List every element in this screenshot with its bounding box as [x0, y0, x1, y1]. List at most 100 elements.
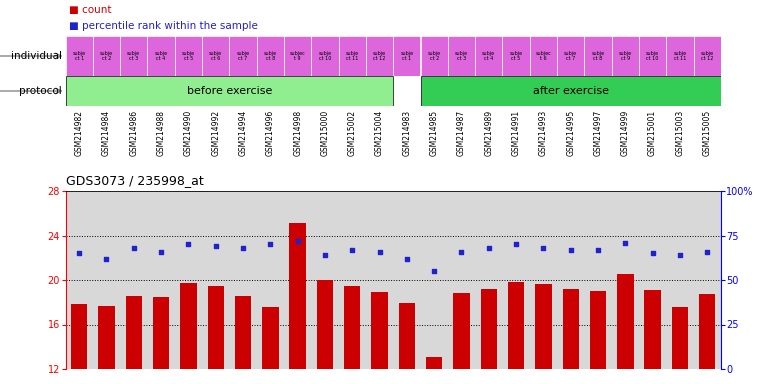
- Bar: [284, 36, 311, 76]
- Bar: [480, 289, 497, 369]
- Bar: [366, 36, 393, 76]
- Bar: [611, 36, 639, 76]
- Text: subje
ct 5: subje ct 5: [510, 51, 523, 61]
- Text: subje
ct 8: subje ct 8: [264, 51, 277, 61]
- Text: GSM214995: GSM214995: [566, 110, 575, 157]
- Point: [291, 238, 304, 244]
- Bar: [393, 36, 420, 76]
- Bar: [448, 36, 475, 76]
- Text: GSM214991: GSM214991: [512, 110, 520, 156]
- Bar: [420, 76, 721, 106]
- Bar: [590, 291, 606, 369]
- Text: GSM214988: GSM214988: [157, 110, 166, 156]
- Bar: [175, 36, 202, 76]
- Point: [346, 247, 359, 253]
- Text: subje
ct 2: subje ct 2: [428, 51, 441, 61]
- Text: subje
ct 12: subje ct 12: [373, 51, 386, 61]
- Bar: [235, 296, 251, 369]
- Bar: [666, 36, 694, 76]
- Bar: [503, 36, 530, 76]
- Point: [537, 245, 550, 251]
- Text: subje
ct 12: subje ct 12: [701, 51, 714, 61]
- Bar: [180, 283, 197, 369]
- Text: subje
ct 4: subje ct 4: [482, 51, 495, 61]
- Bar: [230, 36, 257, 76]
- Text: subje
ct 11: subje ct 11: [673, 51, 686, 61]
- Bar: [93, 36, 120, 76]
- Text: subje
ct 7: subje ct 7: [237, 51, 250, 61]
- Point: [592, 247, 604, 253]
- Text: subje
ct 10: subje ct 10: [318, 51, 332, 61]
- Bar: [557, 36, 584, 76]
- Text: subje
ct 11: subje ct 11: [345, 51, 359, 61]
- Point: [456, 248, 468, 255]
- Bar: [617, 275, 634, 369]
- Bar: [426, 357, 443, 369]
- Bar: [66, 76, 393, 106]
- Text: GSM214984: GSM214984: [102, 110, 111, 156]
- Text: GSM214996: GSM214996: [266, 110, 274, 157]
- Text: subje
ct 7: subje ct 7: [564, 51, 577, 61]
- Bar: [694, 36, 721, 76]
- Bar: [66, 36, 93, 76]
- Text: GSM215005: GSM215005: [702, 110, 712, 157]
- Point: [318, 252, 331, 258]
- Text: GDS3073 / 235998_at: GDS3073 / 235998_at: [66, 174, 204, 187]
- Text: GSM214986: GSM214986: [130, 110, 138, 156]
- Text: subje
ct 1: subje ct 1: [72, 51, 86, 61]
- Bar: [639, 36, 666, 76]
- Point: [373, 248, 386, 255]
- Bar: [311, 36, 338, 76]
- Bar: [530, 36, 557, 76]
- Bar: [475, 36, 503, 76]
- Text: individual: individual: [11, 51, 62, 61]
- Text: GSM214998: GSM214998: [293, 110, 302, 156]
- Text: GSM215002: GSM215002: [348, 110, 357, 156]
- Text: GSM214997: GSM214997: [594, 110, 602, 157]
- Text: subjec
t 9: subjec t 9: [290, 51, 305, 61]
- Bar: [420, 36, 448, 76]
- Text: GSM215001: GSM215001: [648, 110, 657, 156]
- Bar: [202, 36, 229, 76]
- Text: GSM215003: GSM215003: [675, 110, 685, 157]
- Text: subjec
t 6: subjec t 6: [536, 51, 551, 61]
- Text: subje
ct 9: subje ct 9: [619, 51, 632, 61]
- Text: subje
ct 3: subje ct 3: [455, 51, 468, 61]
- Point: [182, 241, 194, 247]
- Point: [155, 248, 167, 255]
- Point: [646, 250, 658, 257]
- Text: protocol: protocol: [19, 86, 62, 96]
- Bar: [153, 297, 170, 369]
- Bar: [120, 36, 147, 76]
- Point: [210, 243, 222, 249]
- Text: GSM214994: GSM214994: [238, 110, 247, 157]
- Text: subje
ct 10: subje ct 10: [646, 51, 659, 61]
- Point: [674, 252, 686, 258]
- Point: [428, 268, 440, 274]
- Text: GSM214987: GSM214987: [457, 110, 466, 156]
- Bar: [99, 306, 115, 369]
- Bar: [584, 36, 611, 76]
- Point: [264, 241, 277, 247]
- Point: [483, 245, 495, 251]
- Text: subje
ct 1: subje ct 1: [400, 51, 413, 61]
- Text: GSM214989: GSM214989: [484, 110, 493, 156]
- Point: [100, 256, 113, 262]
- Point: [237, 245, 249, 251]
- Bar: [399, 303, 415, 369]
- Text: ■ percentile rank within the sample: ■ percentile rank within the sample: [69, 21, 258, 31]
- Text: GSM215000: GSM215000: [321, 110, 329, 157]
- Text: subje
ct 2: subje ct 2: [100, 51, 113, 61]
- Point: [701, 248, 713, 255]
- Bar: [508, 282, 524, 369]
- Bar: [563, 289, 579, 369]
- Text: GSM214999: GSM214999: [621, 110, 630, 157]
- Text: GSM214990: GSM214990: [184, 110, 193, 157]
- Bar: [317, 280, 333, 369]
- Point: [510, 241, 522, 247]
- Text: before exercise: before exercise: [187, 86, 272, 96]
- Bar: [289, 223, 306, 369]
- Bar: [535, 285, 551, 369]
- Bar: [672, 307, 689, 369]
- Text: GSM214992: GSM214992: [211, 110, 221, 156]
